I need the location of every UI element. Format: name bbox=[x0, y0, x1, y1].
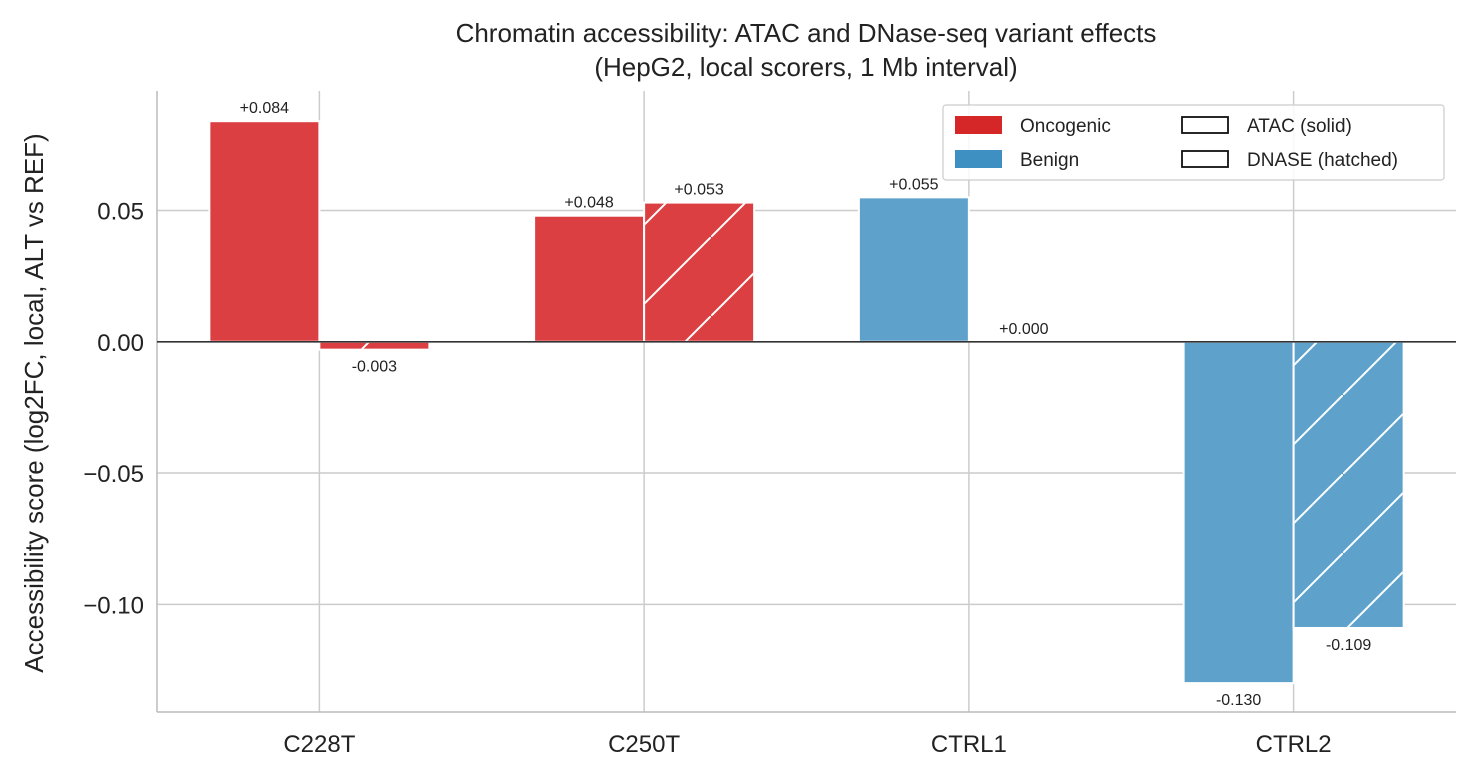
y-axis-label: Accessibility score (log2FC, local, ALT … bbox=[19, 133, 49, 672]
x-tick-label-c250t: C250T bbox=[608, 731, 680, 758]
legend-label-atac: ATAC (solid) bbox=[1247, 116, 1352, 137]
legend-frame bbox=[942, 104, 1445, 181]
x-tick-labels: C228T C250T CTRL1 CTRL2 bbox=[283, 731, 1331, 758]
bar-hatch-dnase-ctrl2 bbox=[1294, 342, 1403, 627]
legend-label-oncogenic: Oncogenic bbox=[1020, 116, 1111, 137]
data-label-atac-ctrl2: -0.130 bbox=[1216, 692, 1261, 709]
legend-swatch-dnase bbox=[1181, 150, 1229, 168]
y-tick-labels: 0.05 0.00 −0.05 −0.10 bbox=[83, 198, 144, 619]
chart-subtitle: (HepG2, local scorers, 1 Mb interval) bbox=[594, 52, 1017, 82]
legend-label-dnase: DNASE (hatched) bbox=[1247, 150, 1398, 171]
data-label-atac-ctrl1: +0.055 bbox=[889, 176, 938, 193]
bars bbox=[208, 120, 1405, 685]
bar-hatch-dnase-c228t bbox=[320, 342, 429, 349]
data-label-dnase-ctrl2: -0.109 bbox=[1326, 637, 1371, 654]
x-tick-label-ctrl2: CTRL2 bbox=[1256, 731, 1332, 758]
bar-atac-c250t bbox=[533, 214, 646, 343]
axes-spines bbox=[156, 91, 1456, 713]
data-labels: +0.084 +0.048 +0.055 -0.130 -0.003 +0.053 +0.0… bbox=[240, 100, 1372, 709]
data-label-atac-c228t: +0.084 bbox=[240, 100, 289, 117]
legend-swatch-atac bbox=[1181, 116, 1229, 134]
y-tick-label: −0.05 bbox=[83, 461, 144, 488]
chart-title: Chromatin accessibility: ATAC and DNase-… bbox=[456, 18, 1157, 48]
legend-swatch-benign bbox=[955, 150, 1002, 168]
legend-label-benign: Benign bbox=[1020, 150, 1079, 171]
data-label-dnase-c250t: +0.053 bbox=[674, 182, 723, 199]
data-label-dnase-ctrl1: +0.000 bbox=[999, 321, 1048, 338]
x-tick-label-ctrl1: CTRL1 bbox=[931, 731, 1007, 758]
bar-hatch-dnase-c250t bbox=[645, 203, 754, 341]
bar-atac-c228t bbox=[208, 120, 321, 343]
y-tick-label: 0.05 bbox=[97, 198, 144, 225]
legend-swatch-oncogenic bbox=[955, 116, 1002, 134]
x-tick-label-c228t: C228T bbox=[283, 731, 355, 758]
data-label-atac-c250t: +0.048 bbox=[564, 195, 613, 212]
bar-atac-ctrl1 bbox=[857, 196, 970, 343]
legend: Oncogenic Benign ATAC (solid) DNASE (hat… bbox=[942, 104, 1445, 181]
y-tick-label: 0.00 bbox=[97, 330, 144, 357]
data-label-dnase-c228t: -0.003 bbox=[352, 359, 397, 376]
bar-atac-ctrl2 bbox=[1182, 340, 1295, 685]
y-tick-label: −0.10 bbox=[83, 592, 144, 619]
